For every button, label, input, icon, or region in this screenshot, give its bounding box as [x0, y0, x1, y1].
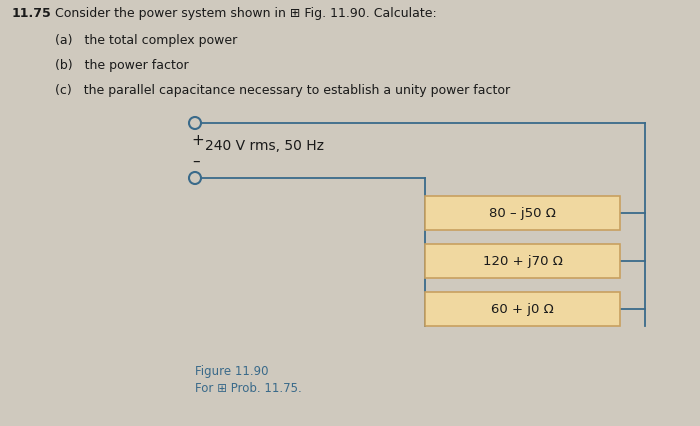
- Text: Consider the power system shown in ⊞ Fig. 11.90. Calculate:: Consider the power system shown in ⊞ Fig…: [55, 7, 437, 20]
- Text: (b)   the power factor: (b) the power factor: [55, 59, 188, 72]
- Text: 240 V rms, 50 Hz: 240 V rms, 50 Hz: [205, 139, 324, 153]
- Text: (a)   the total complex power: (a) the total complex power: [55, 34, 237, 47]
- Text: –: –: [192, 154, 199, 169]
- FancyBboxPatch shape: [425, 245, 620, 278]
- Text: 60 + j0 Ω: 60 + j0 Ω: [491, 303, 554, 316]
- Text: 80 – j50 Ω: 80 – j50 Ω: [489, 207, 556, 220]
- Text: (c)   the parallel capacitance necessary to establish a unity power factor: (c) the parallel capacitance necessary t…: [55, 84, 510, 97]
- Text: 120 + j70 Ω: 120 + j70 Ω: [482, 255, 562, 268]
- Text: 11.75: 11.75: [12, 7, 52, 20]
- FancyBboxPatch shape: [425, 292, 620, 326]
- Text: For ⊞ Prob. 11.75.: For ⊞ Prob. 11.75.: [195, 381, 302, 394]
- FancyBboxPatch shape: [425, 196, 620, 230]
- Text: +: +: [191, 132, 204, 148]
- Text: Figure 11.90: Figure 11.90: [195, 364, 269, 377]
